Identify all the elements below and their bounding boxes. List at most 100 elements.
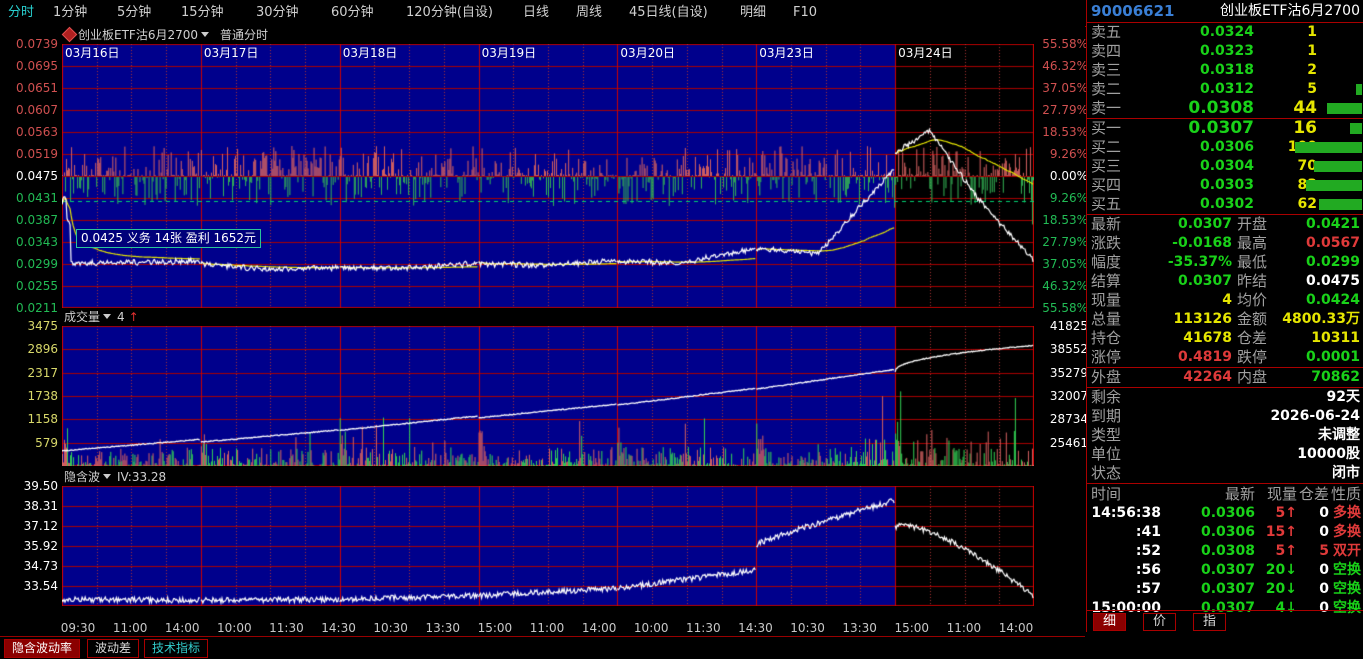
info-row-4: 状态 闭市	[1087, 464, 1363, 483]
menu-item-5[interactable]: 60分钟	[331, 5, 374, 20]
price-tick-left-3: 0.0607	[16, 103, 58, 117]
menu-item-2[interactable]: 5分钟	[117, 5, 152, 20]
ask-row-4[interactable]: 卖一 0.0308 44	[1087, 99, 1363, 118]
tick-volume: 4↓	[1275, 600, 1297, 616]
tick-row-3[interactable]: :56 0.0307 20↓ 0 空换	[1087, 561, 1363, 580]
ask-depth-bar	[1327, 103, 1362, 114]
tick-row-2[interactable]: :52 0.0308 5↑ 5 双开	[1087, 542, 1363, 561]
day-label-2: 03月18日	[342, 46, 398, 60]
tick-oi-change: 0	[1319, 505, 1329, 521]
ask-level-label: 卖二	[1091, 80, 1122, 98]
day-label-5: 03月23日	[759, 46, 814, 60]
bid-price: 0.0303	[1199, 177, 1254, 193]
ask-row-1[interactable]: 卖四 0.0323 1	[1087, 42, 1363, 61]
ask-row-0[interactable]: 卖五 0.0324 1	[1087, 23, 1363, 42]
iv-tick-left-1: 38.31	[23, 499, 58, 513]
time-tick-3: 10:00	[217, 621, 252, 635]
quote-tab-2[interactable]: 指	[1193, 613, 1227, 631]
tick-oi-change: 0	[1319, 600, 1329, 616]
volume-plot[interactable]	[62, 326, 1034, 466]
stats-divider-top	[1087, 214, 1363, 215]
stat-label-left: 结算	[1091, 272, 1122, 290]
stat-label-right: 均价	[1237, 291, 1268, 309]
oi-tick-right-5: 25461	[1049, 435, 1088, 450]
stat-label-right: 仓差	[1237, 329, 1268, 347]
tick-price: 0.0307	[1200, 581, 1255, 597]
menu-item-11[interactable]: F10	[793, 5, 818, 20]
tick-row-5[interactable]: 15:00:00 0.0307 4↓ 0 空换	[1087, 599, 1363, 618]
tick-row-4[interactable]: :57 0.0307 20↓ 0 空换	[1087, 580, 1363, 599]
indicator-tab-0[interactable]: 隐含波动率	[4, 639, 81, 658]
menu-item-3[interactable]: 15分钟	[181, 5, 224, 20]
price-tick-right-1: 46.32%	[1042, 59, 1088, 73]
bid-row-1[interactable]: 买二0.0306100	[1087, 138, 1363, 157]
iv-plot[interactable]	[62, 486, 1034, 606]
tick-volume: 15↑	[1265, 524, 1297, 540]
stat-value-left: -0.0168	[1172, 235, 1232, 251]
outer-inner-volume-row: 外盘 42264 内盘 70862	[1087, 368, 1363, 387]
chevron-down-icon[interactable]	[103, 314, 112, 319]
bid-price: 0.0306	[1199, 139, 1254, 155]
tick-time: :41	[1135, 524, 1161, 540]
ask-qty: 5	[1307, 81, 1317, 97]
time-tick-14: 10:30	[790, 621, 825, 635]
stat-label-right: 金额	[1237, 310, 1268, 328]
time-tick-16: 15:00	[894, 621, 930, 635]
menu-item-10[interactable]: 明细	[740, 5, 767, 20]
bid-depth-bar	[1350, 123, 1362, 134]
chevron-down-icon[interactable]	[201, 32, 209, 37]
oi-tick-right-3: 32007	[1049, 389, 1088, 403]
ask-row-3[interactable]: 卖二 0.0312 5	[1087, 80, 1363, 99]
stat-value-left: 0.0307	[1177, 216, 1232, 232]
price-panel-mode[interactable]: 普通分时	[220, 28, 269, 42]
chevron-down-icon[interactable]	[103, 474, 112, 479]
menu-item-4[interactable]: 30分钟	[256, 5, 299, 20]
bid-depth-bar	[1295, 142, 1362, 153]
menu-item-8[interactable]: 周线	[576, 5, 603, 20]
indicator-tab-2[interactable]: 技术指标	[144, 639, 209, 658]
price-plot[interactable]	[62, 44, 1034, 308]
price-tick-right-6: 0.00%	[1049, 169, 1088, 183]
menu-item-7[interactable]: 日线	[523, 5, 550, 20]
instrument-code[interactable]: 90006621	[1091, 2, 1175, 20]
menu-item-9[interactable]: 45日线(自设)	[629, 5, 708, 20]
bid-row-3[interactable]: 买四0.030383	[1087, 176, 1363, 195]
stat-row-2: 幅度 -35.37% 最低 0.0299	[1087, 253, 1363, 272]
oi-tick-right-0: 41825	[1049, 319, 1088, 333]
menu-item-0[interactable]: 分时	[8, 5, 35, 20]
info-label: 到期	[1091, 407, 1122, 425]
quote-tab-0[interactable]: 细	[1093, 613, 1127, 631]
price-tick-right-3: 27.79%	[1042, 103, 1088, 117]
stat-row-5: 总量 113126 金额 4800.33万	[1087, 310, 1363, 329]
tick-row-1[interactable]: :41 0.0306 15↑ 0 多换	[1087, 523, 1363, 542]
indicator-tab-1[interactable]: 波动差	[87, 639, 140, 658]
ask-row-2[interactable]: 卖三 0.0318 2	[1087, 61, 1363, 80]
price-tick-right-8: 18.53%	[1042, 213, 1088, 227]
stat-value-left: 4	[1222, 292, 1232, 308]
stat-label-right: 最高	[1237, 234, 1268, 252]
day-label-3: 03月19日	[481, 46, 537, 60]
stat-value-right: 4800.33万	[1282, 311, 1360, 327]
tick-row-0[interactable]: 14:56:38 0.0306 5↑ 0 多换	[1087, 504, 1363, 523]
ask-price: 0.0318	[1199, 62, 1254, 78]
tick-col-header-1: 最新	[1224, 485, 1255, 503]
info-value: 未调整	[1318, 427, 1360, 443]
tick-col-header-3: 仓差	[1298, 485, 1329, 503]
price-panel-header: 创业板ETF沽6月2700 普通分时	[61, 26, 269, 43]
info-row-1: 到期 2026-06-24	[1087, 407, 1363, 426]
ask-price: 0.0308	[1188, 98, 1254, 118]
stat-label-right: 跌停	[1237, 348, 1268, 366]
bid-row-4[interactable]: 买五 0.0302 62	[1087, 195, 1363, 214]
tick-oi-change: 5	[1319, 543, 1329, 559]
tick-header-row: 时间 最新 现量 仓差 性质	[1087, 484, 1363, 504]
iv-tick-left-0: 39.50	[23, 479, 58, 493]
time-tick-6: 10:30	[373, 621, 408, 635]
time-tick-7: 13:30	[425, 621, 461, 635]
menu-item-1[interactable]: 1分钟	[53, 5, 88, 20]
ask-level-label: 卖四	[1091, 42, 1122, 60]
menu-item-6[interactable]: 120分钟(自设)	[406, 5, 493, 20]
quote-tab-1[interactable]: 价	[1143, 613, 1177, 631]
bid-row-0[interactable]: 买一 0.0307 16	[1087, 119, 1363, 138]
ask-price: 0.0323	[1199, 43, 1254, 59]
bid-row-2[interactable]: 买三 0.0304 70	[1087, 157, 1363, 176]
